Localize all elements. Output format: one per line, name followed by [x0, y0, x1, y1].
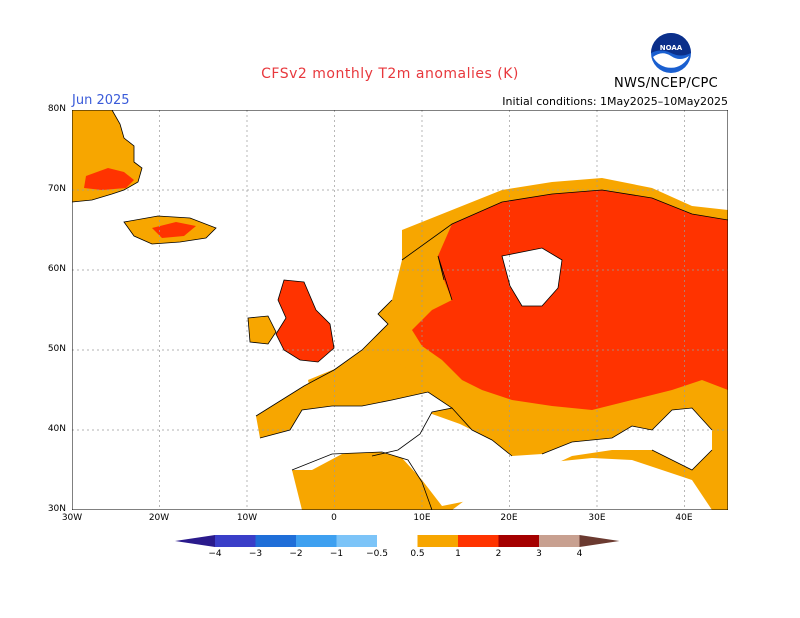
- coastlines: [72, 110, 728, 510]
- colorbar-tick-label: −3: [248, 549, 263, 559]
- lon-label-10w: 10W: [236, 513, 258, 523]
- lon-label-40e: 40E: [675, 513, 693, 523]
- colorbar-arrow-high: [579, 535, 620, 547]
- lon-label-30e: 30E: [588, 513, 606, 523]
- colorbar-segment: [215, 535, 256, 547]
- lat-label-70n: 70N: [47, 184, 66, 194]
- initial-conditions: Initial conditions: 1May2025–10May2025: [502, 95, 728, 108]
- noaa-logo-icon: NOAA: [651, 33, 691, 73]
- colorbar-segment: [377, 535, 418, 547]
- lon-label-20w: 20W: [148, 513, 170, 523]
- british-isles-anomaly: [276, 280, 334, 362]
- colorbar: [175, 535, 620, 547]
- colorbar-tick-label: 1: [455, 549, 461, 559]
- lon-label-0: 0: [331, 513, 337, 523]
- colorbar-tick-label: 0.5: [410, 549, 425, 559]
- lat-label-30n: 30N: [47, 504, 66, 514]
- lat-label-50n: 50N: [47, 344, 66, 354]
- agency-label: NWS/NCEP/CPC: [614, 76, 719, 91]
- chart-title: CFSv2 monthly T2m anomalies (K): [261, 66, 519, 82]
- colorbar-tick-label: −1: [329, 549, 344, 559]
- colorbar-tick-label: −2: [289, 549, 303, 559]
- colorbar-arrow-low: [175, 535, 215, 547]
- colorbar-segment: [255, 535, 296, 547]
- anomaly-map: [72, 110, 728, 510]
- colorbar-tick-label: 4: [576, 549, 583, 559]
- lon-label-20e: 20E: [500, 513, 518, 523]
- colorbar-tick-label: −4: [208, 549, 222, 559]
- colorbar-segment: [296, 535, 337, 547]
- lon-label-30w: 30W: [61, 513, 83, 523]
- anomaly-shading: [72, 110, 728, 510]
- colorbar-segment: [539, 535, 580, 547]
- colorbar-segment: [336, 535, 377, 547]
- colorbar-segment: [417, 535, 458, 547]
- colorbar-segment: [498, 535, 539, 547]
- lon-label-10e: 10E: [413, 513, 431, 523]
- colorbar-segment: [458, 535, 499, 547]
- forecast-month: Jun 2025: [72, 93, 130, 108]
- north-africa-anomaly: [292, 452, 432, 510]
- lat-label-60n: 60N: [47, 264, 66, 274]
- colorbar-tick-label: −0.5: [366, 549, 388, 559]
- lat-label-40n: 40N: [47, 424, 66, 434]
- lat-label-80n: 80N: [47, 104, 66, 114]
- colorbar-tick-label: 2: [495, 549, 502, 559]
- continent-red: [412, 190, 728, 410]
- map-gridlines: [72, 110, 728, 510]
- svg-text:NOAA: NOAA: [660, 44, 683, 52]
- colorbar-tick-label: 3: [536, 549, 542, 559]
